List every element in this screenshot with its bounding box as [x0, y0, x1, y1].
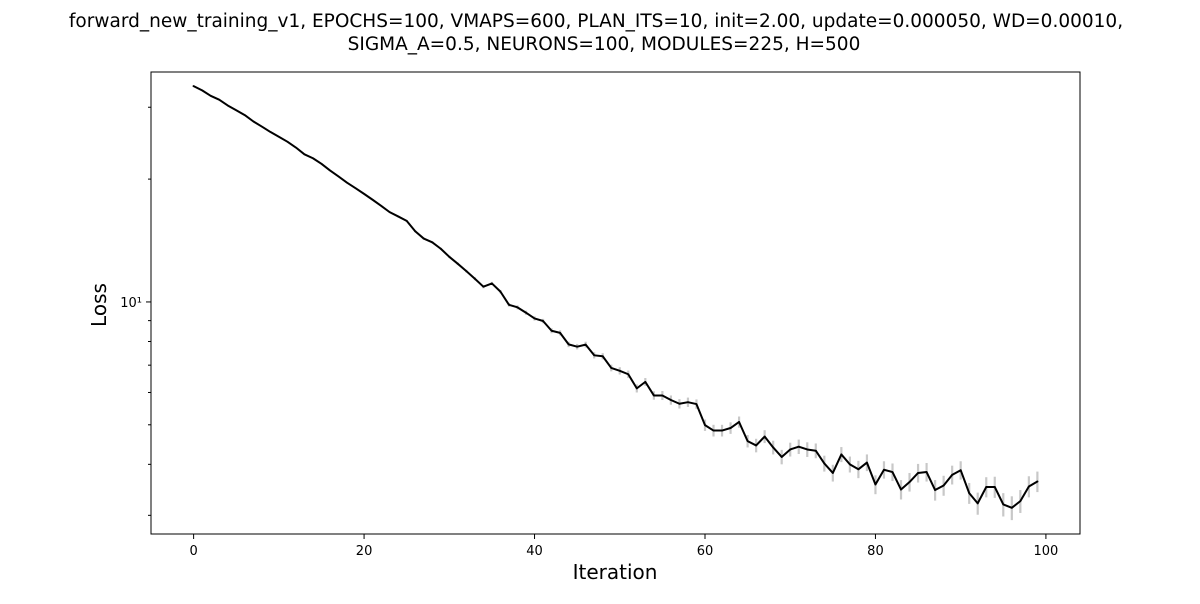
x-tick-label-40: 40	[526, 544, 543, 559]
x-tick-label-0: 0	[189, 544, 197, 559]
x-tick-label-20: 20	[356, 544, 373, 559]
x-tick-label-80: 80	[867, 544, 884, 559]
plot-frame	[150, 71, 1081, 535]
y-axis-label: Loss	[87, 283, 111, 327]
x-tick-label-100: 100	[1033, 544, 1058, 559]
y-minor-ticks	[148, 106, 151, 516]
y-tick-label-10: 10¹	[120, 296, 142, 311]
error-bars	[192, 85, 1039, 521]
chart-title-line-2: SIGMA_A=0.5, NEURONS=100, MODULES=225, H…	[348, 34, 861, 55]
x-axis-label: Iteration	[573, 560, 658, 584]
chart-title-line-1: forward_new_training_v1, EPOCHS=100, VMA…	[69, 11, 1123, 32]
y-major-ticks: 10¹	[120, 296, 151, 311]
x-ticks: 0 20 40 60 80 100	[189, 534, 1058, 559]
x-tick-label-60: 60	[697, 544, 714, 559]
series-line	[192, 85, 1039, 509]
